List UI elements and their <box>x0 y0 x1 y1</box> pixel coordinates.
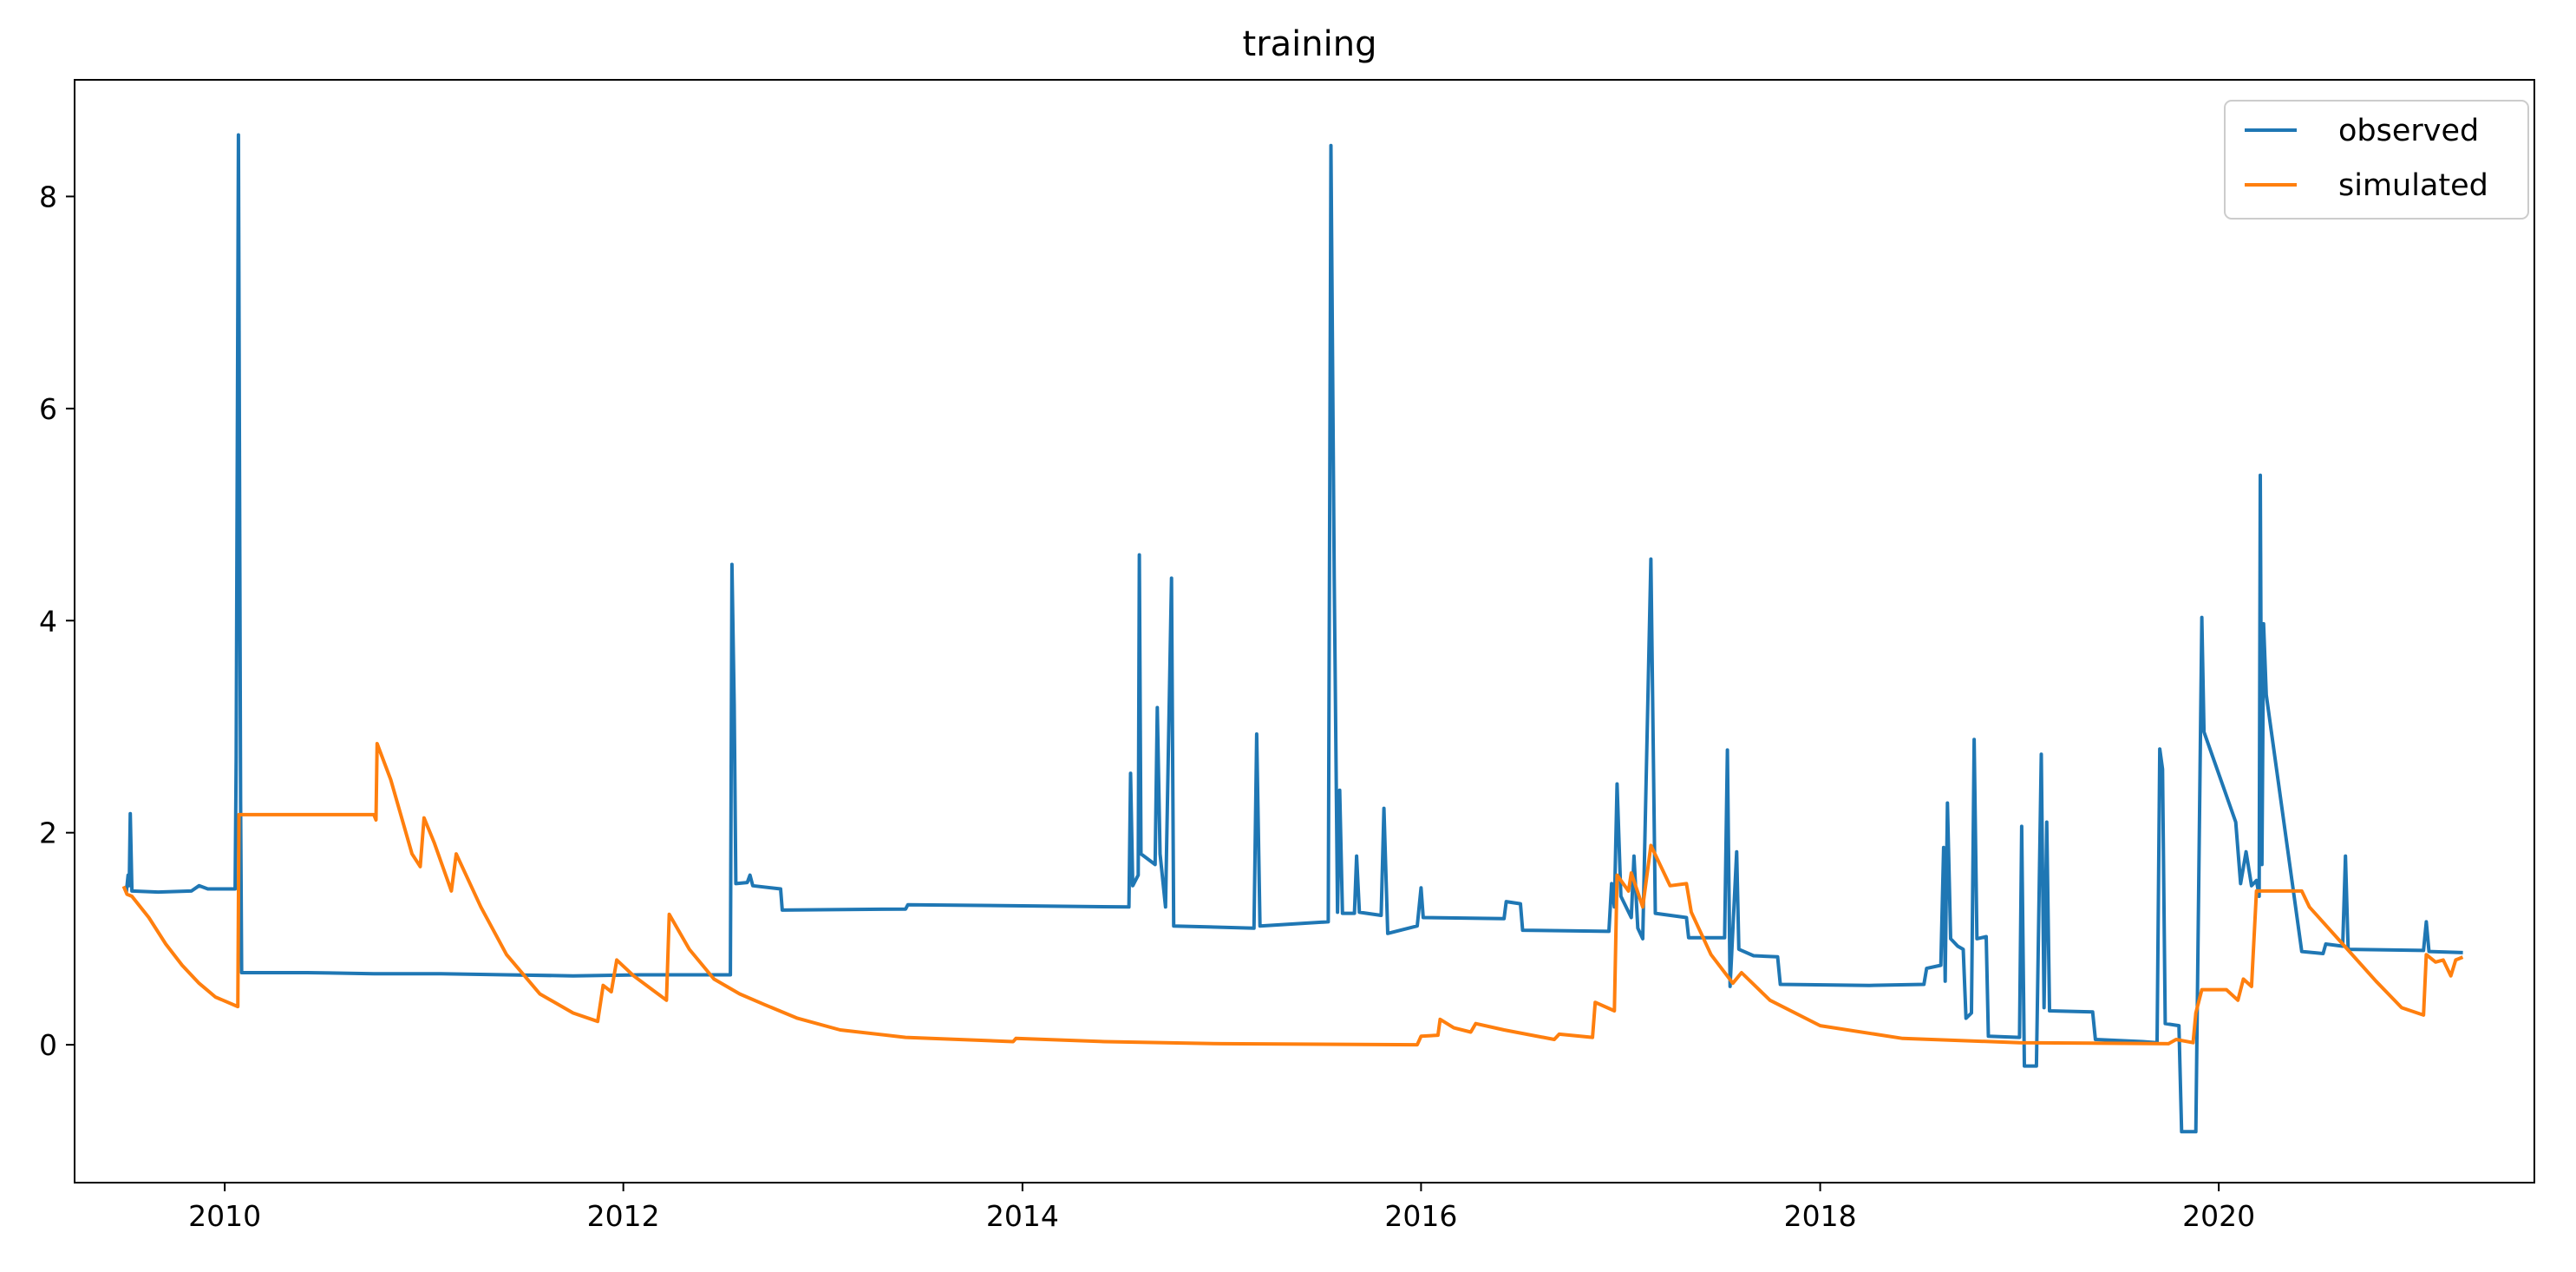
legend-box <box>2224 100 2529 220</box>
legend-label-simulated: simulated <box>2338 168 2488 203</box>
plot-frame <box>74 79 2535 1183</box>
y-tick-label: 2 <box>39 816 57 850</box>
x-tick-label: 2014 <box>986 1199 1059 1233</box>
legend: observed simulated <box>2224 100 2529 220</box>
x-tick-label: 2010 <box>188 1199 261 1233</box>
series-line-observed <box>124 133 2463 1134</box>
x-tick-label: 2018 <box>1784 1199 1857 1233</box>
chart-title: training <box>1243 24 1377 64</box>
y-tick-label: 8 <box>39 180 57 213</box>
y-axis: 0 2 4 6 8 <box>39 180 75 1062</box>
x-tick-label: 2020 <box>2182 1199 2255 1233</box>
plot-area <box>74 79 2535 1183</box>
plot-background <box>75 80 2534 1183</box>
y-tick-label: 4 <box>39 604 57 638</box>
y-tick-label: 6 <box>39 392 57 426</box>
series-layer <box>121 133 2464 1134</box>
legend-label-observed: observed <box>2338 114 2479 148</box>
x-tick-label: 2012 <box>587 1199 660 1233</box>
series-line-simulated <box>121 742 2464 1047</box>
x-axis: 2010 2012 2014 2016 2018 2020 <box>188 1183 2255 1233</box>
y-tick-label: 0 <box>39 1028 57 1062</box>
x-tick-label: 2016 <box>1384 1199 1457 1233</box>
